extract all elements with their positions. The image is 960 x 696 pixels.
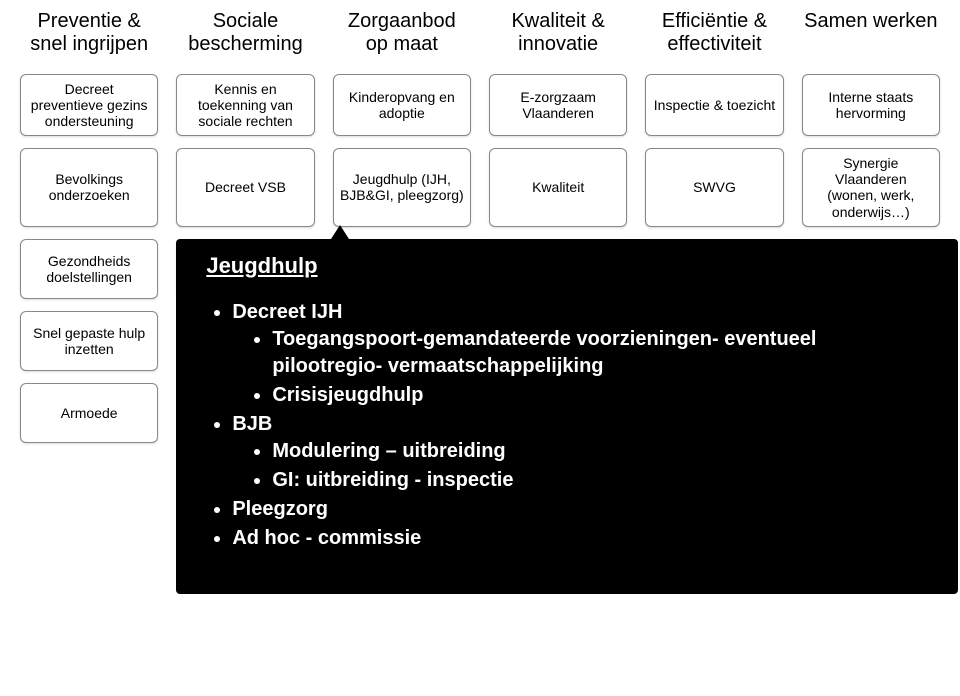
col-header: Preventie & snel ingrijpen bbox=[20, 10, 158, 62]
cell: Interne staats hervorming bbox=[802, 74, 940, 136]
overlay-subitem: GI: uitbreiding - inspectie bbox=[272, 467, 928, 494]
overlay-panel: Jeugdhulp Decreet IJH Toegangspoort-gema… bbox=[176, 239, 958, 594]
overlay-wrapper: Jeugdhulp Decreet IJH Toegangspoort-gema… bbox=[176, 239, 940, 443]
cell: Bevolkings onderzoeken bbox=[20, 148, 158, 226]
overlay-item: Decreet IJH Toegangspoort-gemandateerde … bbox=[232, 299, 928, 409]
cell: Synergie Vlaanderen (wonen, werk, onderw… bbox=[802, 148, 940, 226]
overlay-title: Jeugdhulp bbox=[206, 253, 928, 279]
cell: Kennis en toekenning van sociale rechten bbox=[176, 74, 314, 136]
chart-grid: Preventie & snel ingrijpen Sociale besch… bbox=[20, 10, 940, 443]
col-header: Zorgaanbod op maat bbox=[333, 10, 471, 62]
overlay-subitem: Toegangspoort-gemandateerde voorzieninge… bbox=[272, 326, 928, 380]
overlay-item: BJB Modulering – uitbreiding GI: uitbrei… bbox=[232, 411, 928, 494]
col-header: Sociale bescherming bbox=[176, 10, 314, 62]
cell: SWVG bbox=[645, 148, 783, 226]
cell: Kwaliteit bbox=[489, 148, 627, 226]
cell: Decreet VSB bbox=[176, 148, 314, 226]
cell: Kinderopvang en adoptie bbox=[333, 74, 471, 136]
cell: Gezondheids doelstellingen bbox=[20, 239, 158, 299]
overlay-subitem: Modulering – uitbreiding bbox=[272, 438, 928, 465]
cell-jeugdhulp: Jeugdhulp (IJH, BJB&GI, pleegzorg) bbox=[333, 148, 471, 226]
col-header: Efficiëntie & effectiviteit bbox=[645, 10, 783, 62]
col-header: Kwaliteit & innovatie bbox=[489, 10, 627, 62]
cell: Inspectie & toezicht bbox=[645, 74, 783, 136]
overlay-list: Decreet IJH Toegangspoort-gemandateerde … bbox=[206, 299, 928, 552]
cell: Snel gepaste hulp inzetten bbox=[20, 311, 158, 371]
overlay-item: Ad hoc - commissie bbox=[232, 525, 928, 552]
overlay-item: Pleegzorg bbox=[232, 496, 928, 523]
cell: Armoede bbox=[20, 383, 158, 443]
cell: E-zorgzaam Vlaanderen bbox=[489, 74, 627, 136]
col-header: Samen werken bbox=[802, 10, 940, 62]
overlay-connector bbox=[331, 225, 349, 239]
overlay-subitem: Crisisjeugdhulp bbox=[272, 382, 928, 409]
cell: Decreet preventieve gezins ondersteuning bbox=[20, 74, 158, 136]
